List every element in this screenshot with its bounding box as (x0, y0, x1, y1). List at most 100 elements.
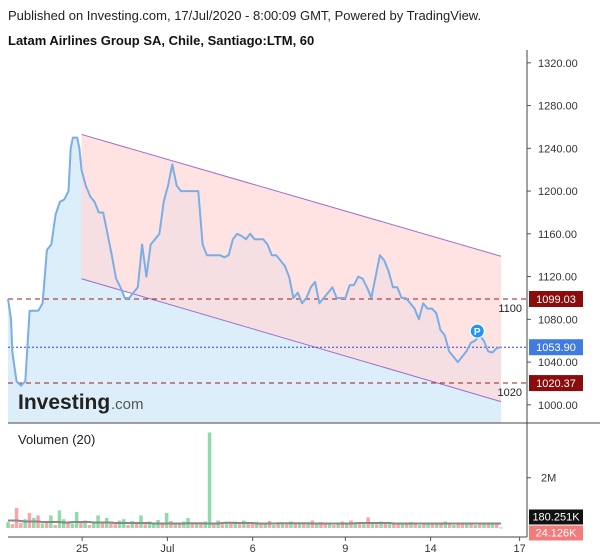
volume-bar[interactable] (490, 524, 495, 528)
volume-bar[interactable] (486, 524, 491, 529)
volume-bar[interactable] (353, 523, 358, 528)
volume-bar[interactable] (246, 523, 250, 528)
volume-bar[interactable] (254, 521, 259, 528)
volume-bar[interactable] (495, 524, 499, 528)
volume-bar[interactable] (465, 523, 469, 528)
volume-bar[interactable] (109, 521, 113, 529)
volume-bar[interactable] (396, 523, 400, 528)
volume-bar[interactable] (302, 523, 306, 528)
volume-bar[interactable] (164, 512, 169, 528)
volume-bar[interactable] (499, 527, 503, 529)
volume-bar[interactable] (207, 432, 212, 529)
volume-bar[interactable] (285, 524, 289, 528)
volume-bar[interactable] (306, 524, 310, 528)
volume-bar[interactable] (422, 523, 426, 528)
volume-bar[interactable] (439, 523, 443, 528)
volume-bar[interactable] (435, 523, 439, 529)
volume-bar[interactable] (259, 523, 263, 528)
volume-bar[interactable] (126, 525, 130, 528)
volume-bar[interactable] (139, 515, 143, 528)
channel-lower-line[interactable] (81, 278, 502, 403)
volume-bar[interactable] (392, 523, 396, 529)
volume-bar[interactable] (387, 524, 392, 528)
volume-bar[interactable] (100, 523, 105, 529)
volume-bar[interactable] (147, 521, 152, 529)
volume-bar[interactable] (430, 524, 435, 528)
volume-bar[interactable] (452, 525, 456, 528)
volume-bar[interactable] (375, 524, 379, 528)
volume-bar[interactable] (62, 519, 66, 528)
volume-pane[interactable] (6, 432, 503, 529)
volume-bar[interactable] (143, 524, 148, 528)
price-pane[interactable]: 1100 1020 P (7, 133, 527, 423)
volume-bar[interactable] (134, 523, 139, 528)
volume-bar[interactable] (272, 525, 276, 528)
channel-upper-line[interactable] (81, 133, 502, 257)
volume-bar[interactable] (233, 521, 238, 529)
volume-bar[interactable] (66, 521, 70, 529)
volume-bar[interactable] (27, 512, 32, 528)
volume-bar[interactable] (10, 524, 15, 528)
volume-bar[interactable] (482, 524, 486, 528)
volume-bar[interactable] (276, 523, 280, 528)
volume-bar[interactable] (340, 521, 345, 529)
volume-bar[interactable] (44, 522, 49, 529)
volume-bar[interactable] (447, 524, 452, 528)
volume-bar[interactable] (23, 519, 27, 528)
volume-bar[interactable] (379, 521, 383, 529)
volume-bar[interactable] (160, 523, 165, 528)
volume-bar[interactable] (460, 524, 465, 529)
volume-bar[interactable] (92, 523, 96, 528)
volume-bar[interactable] (173, 524, 178, 528)
volume-bar[interactable] (79, 521, 83, 528)
volume-bar[interactable] (405, 523, 409, 529)
volume-bar[interactable] (70, 523, 75, 529)
volume-bar[interactable] (74, 511, 79, 528)
volume-bar[interactable] (413, 523, 418, 529)
volume-bar[interactable] (83, 520, 87, 529)
volume-bar[interactable] (417, 525, 422, 528)
volume-bar[interactable] (289, 521, 293, 529)
volume-bar[interactable] (332, 525, 336, 528)
volume-bar[interactable] (130, 521, 135, 528)
volume-bar[interactable] (336, 523, 340, 529)
volume-bar[interactable] (6, 522, 10, 528)
volume-bar[interactable] (345, 524, 349, 528)
volume-bar[interactable] (400, 524, 405, 528)
volume-bar[interactable] (87, 525, 92, 528)
volume-bar[interactable] (426, 524, 430, 528)
marker-badge[interactable] (469, 323, 485, 339)
volume-bar[interactable] (19, 523, 23, 528)
volume-bar[interactable] (250, 523, 255, 529)
volume-bar[interactable] (297, 523, 302, 529)
volume-bar[interactable] (357, 523, 362, 529)
volume-bar[interactable] (315, 523, 319, 529)
volume-bar[interactable] (443, 521, 448, 529)
volume-bar[interactable] (190, 523, 195, 529)
volume-bar[interactable] (113, 524, 118, 528)
volume-bar[interactable] (409, 522, 413, 528)
volume-bar[interactable] (212, 523, 216, 528)
volume-bar[interactable] (362, 524, 366, 528)
volume-bar[interactable] (477, 523, 482, 529)
volume-bar[interactable] (177, 523, 182, 528)
volume-bar[interactable] (32, 517, 36, 528)
volume-bar[interactable] (224, 522, 229, 529)
volume-bar[interactable] (220, 524, 225, 528)
volume-bar[interactable] (327, 523, 332, 528)
volume-bar[interactable] (229, 523, 233, 529)
volume-bar[interactable] (293, 522, 298, 529)
volume-bar[interactable] (280, 523, 285, 529)
volume-bar[interactable] (203, 521, 208, 529)
volume-bar[interactable] (182, 521, 186, 529)
volume-bar[interactable] (473, 525, 478, 528)
volume-bar[interactable] (323, 524, 328, 528)
volume-bar[interactable] (237, 524, 242, 528)
volume-bar[interactable] (117, 520, 122, 529)
volume-bar[interactable] (53, 525, 57, 528)
volume-bar[interactable] (40, 523, 45, 529)
volume-bar[interactable] (370, 523, 375, 528)
volume-bar[interactable] (199, 523, 203, 529)
volume-bar[interactable] (383, 522, 388, 529)
